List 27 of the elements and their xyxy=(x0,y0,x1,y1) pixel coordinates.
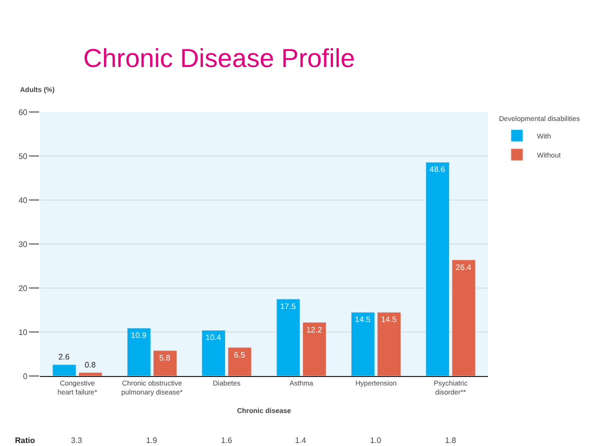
chart-title: Chronic Disease Profile xyxy=(83,43,355,74)
data-label: 10.4 xyxy=(206,333,222,342)
data-label: 2.6 xyxy=(58,352,70,362)
text: 1.8 xyxy=(445,436,457,445)
data-label: 10.9 xyxy=(130,331,147,340)
data-label: 0.8 xyxy=(84,360,96,370)
y-tick-label: 20 xyxy=(18,284,28,293)
data-label: 48.6 xyxy=(430,165,446,174)
y-tick-label: 30 xyxy=(18,240,28,249)
data-label: 6.5 xyxy=(234,350,246,360)
text: 1.0 xyxy=(370,436,382,445)
y-tick-label: 40 xyxy=(18,196,28,205)
y-tick-label: 0 xyxy=(22,372,28,381)
text: 1.9 xyxy=(146,436,158,445)
text: 3.3 xyxy=(71,436,83,445)
text: Ratio xyxy=(15,436,36,445)
data-label: 14.5 xyxy=(381,315,398,324)
y-tick-label: 50 xyxy=(18,152,28,161)
data-label: 5.8 xyxy=(159,353,171,362)
y-tick-label: 60 xyxy=(18,108,28,117)
text: 1.6 xyxy=(221,436,233,445)
data-label: 26.4 xyxy=(456,262,472,272)
data-label: 14.5 xyxy=(354,315,371,324)
data-label: 12.2 xyxy=(306,325,322,334)
text: 1.4 xyxy=(295,436,307,445)
data-label: 17.5 xyxy=(280,302,296,311)
y-tick-label: 10 xyxy=(18,328,28,337)
